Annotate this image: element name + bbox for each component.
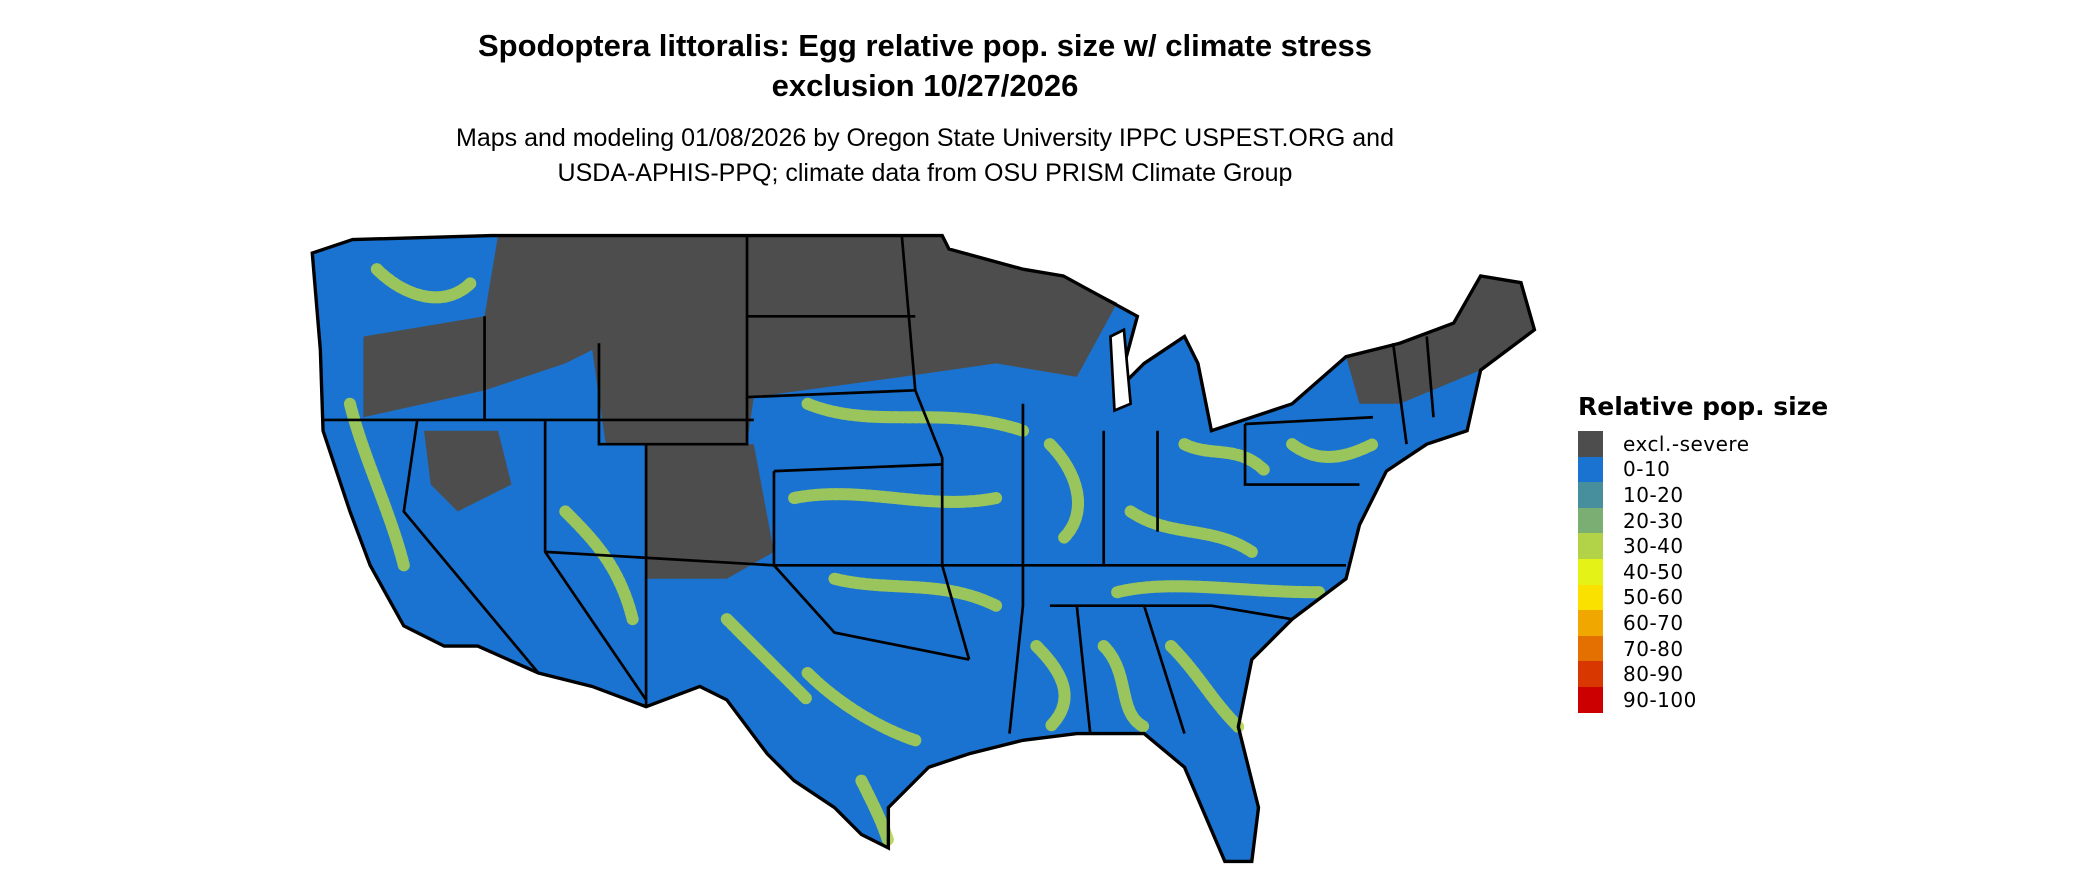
legend-item: 60-70 [1578, 610, 1828, 636]
legend-item: 10-20 [1578, 482, 1828, 508]
legend-label: 40-50 [1623, 559, 1684, 584]
legend-item: 90-100 [1578, 686, 1828, 713]
legend-label: 70-80 [1623, 636, 1684, 661]
legend-label: 30-40 [1623, 534, 1684, 559]
suitability-band [343, 397, 410, 572]
legend-label: 50-60 [1623, 585, 1684, 610]
excluded-region-colorado [646, 444, 774, 579]
suitability-band [828, 572, 1003, 612]
excluded-region-nevada [423, 430, 512, 512]
legend-title: Relative pop. size [1578, 392, 1829, 421]
suitability-band [1111, 580, 1326, 599]
state-boundaries [323, 235, 1435, 734]
suitability-band [1164, 640, 1245, 733]
us-outline [310, 233, 1537, 864]
suitability-band [855, 774, 895, 848]
suitability-band [370, 263, 478, 304]
legend-label: 0-10 [1623, 457, 1671, 482]
legend-label: 60-70 [1623, 610, 1684, 635]
legend: Relative pop. size excl.-severe 0-10 10-20… [1578, 392, 1828, 713]
subtitle-line2: USDA-APHIS-PPQ; climate data from OSU PR… [557, 159, 1293, 187]
legend-swatch [1578, 558, 1603, 585]
legend-swatch [1578, 610, 1603, 636]
legend-label: excl.-severe [1623, 431, 1750, 456]
suitability-band [788, 488, 1003, 508]
suitability-band [1124, 505, 1258, 558]
legend-swatch [1578, 533, 1603, 559]
suitability-band [1097, 640, 1151, 733]
legend-swatch [1578, 507, 1603, 534]
suitability-band [1178, 438, 1272, 478]
legend-item: 0-10 [1578, 456, 1828, 483]
suitability-band [1043, 438, 1085, 545]
lake-michigan [1109, 327, 1133, 413]
legend-swatch [1578, 635, 1603, 662]
suitability-band [801, 397, 1030, 437]
legend-swatch [1578, 686, 1603, 713]
legend-swatch [1578, 482, 1603, 508]
legend-item: 70-80 [1578, 635, 1828, 662]
legend-item: excl.-severe [1578, 431, 1828, 457]
legend-label: 80-90 [1623, 662, 1684, 687]
excluded-region-northeast [1346, 275, 1535, 404]
legend-item: 20-30 [1578, 507, 1828, 534]
excluded-region-north [363, 235, 1118, 445]
legend-item: 80-90 [1578, 661, 1828, 687]
suitability-band [801, 666, 922, 747]
suitability-band [1286, 438, 1379, 463]
suitability-band [720, 613, 814, 706]
legend-label: 90-100 [1623, 687, 1697, 712]
legend-swatch [1578, 431, 1603, 457]
legend-item: 50-60 [1578, 584, 1828, 611]
legend-swatch [1578, 584, 1603, 611]
subtitle-line1: Maps and modeling 01/08/2026 by Oregon S… [456, 124, 1394, 152]
map-title-line2: exclusion 10/27/2026 [771, 68, 1079, 103]
legend-label: 10-20 [1623, 482, 1684, 507]
map-title-line1: Spodoptera littoralis: Egg relative pop.… [477, 28, 1373, 63]
legend-swatch [1578, 661, 1603, 687]
legend-label: 20-30 [1623, 508, 1684, 533]
suitability-band [1030, 640, 1071, 733]
legend-item: 30-40 [1578, 533, 1828, 559]
legend-item: 40-50 [1578, 558, 1828, 585]
legend-swatch [1578, 456, 1603, 483]
